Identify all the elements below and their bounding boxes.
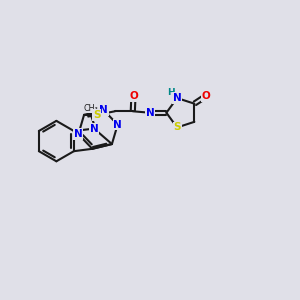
Text: O: O [129, 92, 138, 101]
Text: S: S [173, 122, 181, 133]
Text: N: N [113, 120, 122, 130]
Text: H: H [167, 88, 174, 97]
Text: S: S [93, 110, 100, 120]
Text: CH₃: CH₃ [83, 103, 98, 112]
Text: N: N [99, 105, 108, 115]
Text: N: N [146, 108, 154, 118]
Text: O: O [201, 91, 210, 101]
Text: N: N [173, 93, 182, 103]
Text: N: N [74, 129, 83, 139]
Text: N: N [90, 124, 98, 134]
